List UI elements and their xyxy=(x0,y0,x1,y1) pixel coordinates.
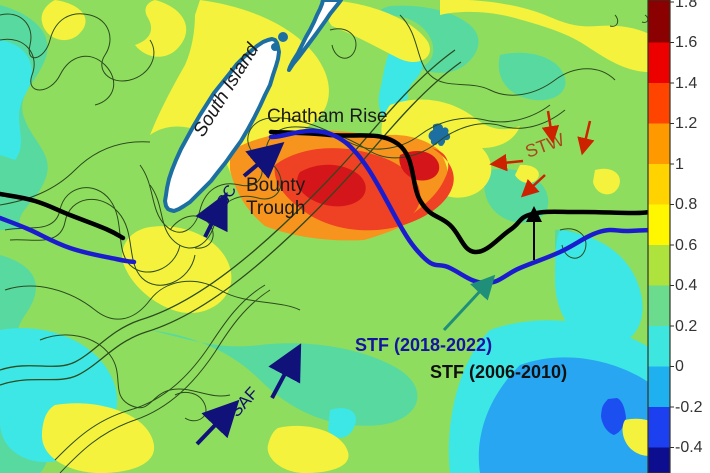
svg-text:-0.2: -0.2 xyxy=(675,399,703,416)
svg-text:0.8: 0.8 xyxy=(675,196,697,213)
svg-text:0.6: 0.6 xyxy=(675,237,697,254)
svg-text:-0.4: -0.4 xyxy=(675,439,703,456)
svg-text:0: 0 xyxy=(675,358,684,375)
svg-text:1.4: 1.4 xyxy=(675,75,697,92)
svg-text:1.8: 1.8 xyxy=(675,0,697,11)
svg-text:1.6: 1.6 xyxy=(675,34,697,51)
svg-text:0.4: 0.4 xyxy=(675,277,697,294)
svg-text:1: 1 xyxy=(675,156,684,173)
svg-text:1.2: 1.2 xyxy=(675,115,697,132)
svg-text:0.2: 0.2 xyxy=(675,318,697,335)
